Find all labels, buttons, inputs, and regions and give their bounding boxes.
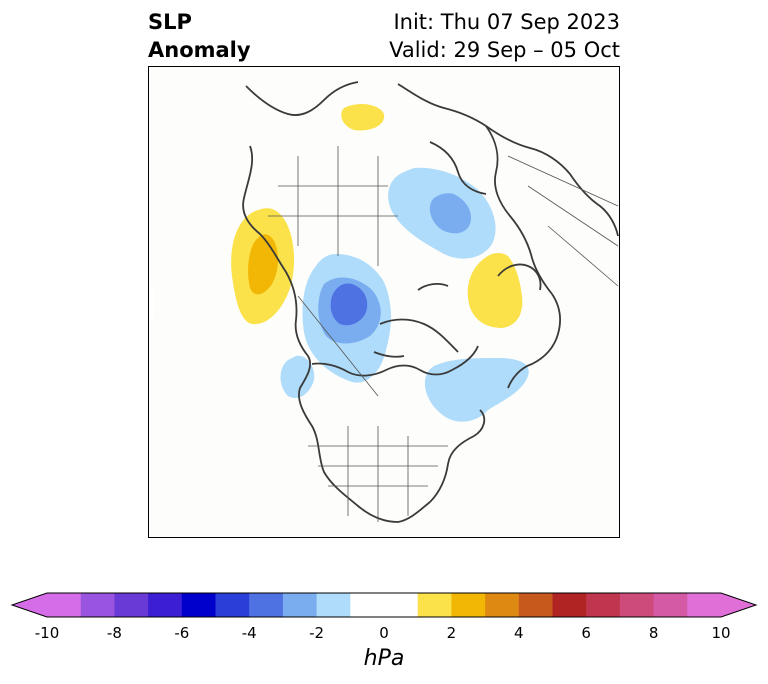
- init-date: Init: Thu 07 Sep 2023: [393, 10, 620, 34]
- anomaly-positive-siberia: [341, 104, 385, 131]
- colorbar-bin: [181, 593, 216, 617]
- title-variable: SLP: [148, 10, 192, 34]
- anomaly-negative-arctic-core: [330, 283, 368, 326]
- political-borders: [268, 146, 619, 522]
- colorbar-bin: [316, 593, 351, 617]
- colorbar-bin: [586, 593, 621, 617]
- anomaly-positive-pacific-core: [248, 234, 278, 295]
- colorbar-bin: [687, 593, 722, 617]
- colorbar-bin: [619, 593, 655, 617]
- colorbar-bin: [114, 593, 149, 617]
- colorbar-tick-label: 6: [581, 624, 591, 642]
- colorbar-tick-label: 4: [514, 624, 524, 642]
- anomaly-negative-pnw: [280, 355, 315, 399]
- colorbar-bin: [653, 593, 688, 617]
- colorbar-bin: [552, 593, 587, 617]
- colorbar: [10, 592, 758, 618]
- colorbar-bin: [417, 593, 452, 617]
- colorbar-bin: [148, 593, 183, 617]
- colorbar-bin: [518, 593, 553, 617]
- title-type: Anomaly: [148, 38, 251, 62]
- colorbar-tick-label: 8: [648, 624, 659, 642]
- colorbar-bin: [282, 593, 318, 617]
- anomaly-positive-scandinavia: [467, 253, 523, 328]
- title-right: Init: Thu 07 Sep 2023 Valid: 29 Sep – 05…: [389, 8, 620, 64]
- colorbar-bin: [451, 593, 486, 617]
- colorbar-tick-label: -8: [106, 624, 122, 642]
- colorbar-tick-label: 0: [379, 624, 389, 642]
- map-panel: [148, 66, 620, 538]
- anomaly-negative-atlantic: [424, 358, 529, 422]
- title-left: SLP Anomaly: [148, 8, 251, 64]
- map-border: [148, 66, 620, 538]
- colorbar-bins: [12, 593, 756, 617]
- colorbar-bin: [80, 593, 115, 617]
- colorbar-outline: [10, 592, 758, 618]
- colorbar-extend-min: [12, 593, 47, 617]
- anomaly-negative-russia-core: [429, 193, 472, 234]
- colorbar-bin: [384, 593, 419, 617]
- colorbar-tick-label: -4: [241, 624, 257, 642]
- valid-range: Valid: 29 Sep – 05 Oct: [389, 38, 620, 62]
- colorbar-bin: [485, 593, 520, 617]
- colorbar-extend-max: [721, 593, 756, 617]
- colorbar-bin: [249, 593, 284, 617]
- colorbar-tick-label: -2: [309, 624, 325, 642]
- colorbar-tick-label: 10: [711, 624, 731, 642]
- colorbar-unit-label: hPa: [363, 646, 405, 671]
- colorbar-tick-label: -6: [174, 624, 190, 642]
- colorbar-bin: [47, 593, 82, 617]
- colorbar-bin: [215, 593, 250, 617]
- colorbar-tick-label: 2: [446, 624, 457, 642]
- anomaly-contours: [231, 104, 529, 422]
- coastlines: [242, 81, 619, 523]
- colorbar-bin: [350, 593, 385, 617]
- colorbar-tick-label: -10: [34, 624, 60, 642]
